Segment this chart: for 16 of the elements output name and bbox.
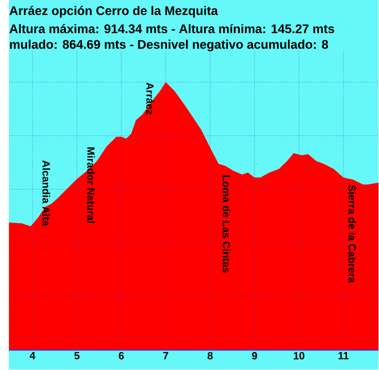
x-tick-label: 5 — [74, 352, 80, 360]
x-tick-label: 9 — [252, 352, 258, 360]
text: mulado: 864.69 mts - Desnivel negativo acumulado: 8 — [10, 40, 328, 52]
x-tick-label: 4 — [30, 352, 36, 360]
x-tick-label: 11 — [338, 352, 349, 360]
chart-subtitle: Altura máxima: 914.34 mts - Altura mínima: 145.27 mts — [9, 24, 334, 34]
annotation: Alcandia Alta — [42, 160, 50, 226]
annotation: Arráez — [146, 82, 154, 115]
annotation: Loma de Las Cintas — [222, 176, 230, 273]
annotation: Sierra de la Cabrera — [348, 185, 356, 284]
x-tick-label: 10 — [294, 352, 304, 360]
chart-title: Arráez opción Cerro de la Mezquita — [9, 6, 218, 18]
annotation: Mirador Natural — [87, 148, 95, 224]
x-tick-label: 7 — [163, 352, 168, 360]
x-tick-label: 8 — [208, 352, 213, 360]
x-tick-label: 6 — [118, 352, 124, 360]
